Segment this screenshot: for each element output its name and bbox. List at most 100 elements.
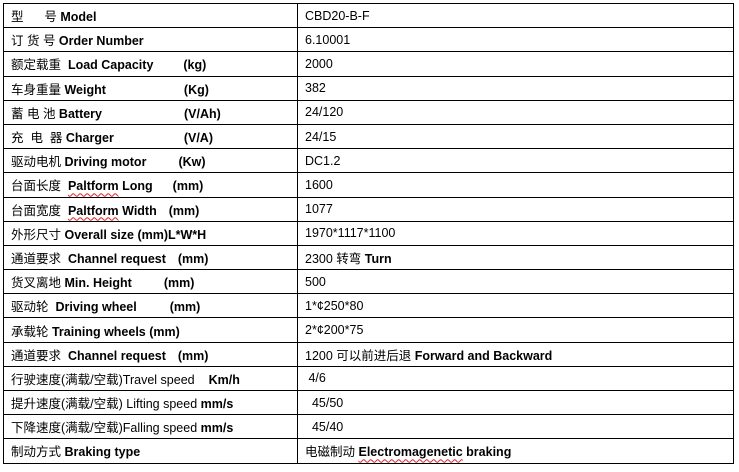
spec-label-segment: Overall size (mm)L*W*H xyxy=(64,227,207,242)
spec-value: 1077 xyxy=(297,196,734,222)
spec-value-segment: 45/50 xyxy=(305,395,344,410)
spec-label-segment: (mm) xyxy=(172,179,204,194)
spec-label-segment: (mm) xyxy=(168,203,200,218)
spec-label-segment: Width xyxy=(118,203,157,218)
spec-label-segment: 承载轮 xyxy=(11,324,52,339)
spec-value: 45/40 xyxy=(297,414,734,440)
spec-label-segment: 通道要求 xyxy=(11,251,68,266)
spec-label-segment: (mm) xyxy=(163,276,195,291)
spec-value-segment: 24/120 xyxy=(305,105,344,120)
spec-value-segment: 2*¢200*75 xyxy=(305,323,364,338)
spec-value: 1200 可以前进后退 Forward and Backward xyxy=(297,341,734,367)
spec-value-segment: 6.10001 xyxy=(305,32,351,47)
spec-label-segment: Training wheels (mm) xyxy=(51,324,180,339)
spec-value-segment: braking xyxy=(462,445,512,460)
spec-value: 1*¢250*80 xyxy=(297,293,734,319)
spec-label-segment: Min. Height xyxy=(64,276,132,291)
spec-label-segment: 型 号 xyxy=(11,10,61,25)
spec-label-segment: mm/s xyxy=(200,397,234,412)
spec-value-segment: 382 xyxy=(305,81,326,96)
spec-label: 车身重量 Weight (Kg) xyxy=(3,75,298,101)
spec-label: 充 电 器 Charger (V/A) xyxy=(3,123,298,150)
spec-value: 500 xyxy=(297,269,734,295)
spec-row: 额定载重 Load Capacity (kg) 2000 xyxy=(3,51,734,77)
spec-row: 下降速度(满载/空载)Falling speed mm/s 45/40 xyxy=(3,414,734,440)
spec-row: 提升速度(满载/空载) Lifting speed mm/s 45/50 xyxy=(3,389,734,416)
spec-row: 驱动电机 Driving motor (Kw) DC1.2 xyxy=(3,148,734,174)
spec-value-segment: 2000 xyxy=(305,56,333,71)
spec-label-segment: Channel request xyxy=(67,348,166,363)
spec-label: 蓄 电 池 Battery (V/Ah) xyxy=(3,99,298,125)
spec-row: 型 号 Model CBD20-B-F xyxy=(3,2,734,29)
spec-value: 1970*1117*1100 xyxy=(297,220,734,246)
spec-label: 订 货 号 Order Number xyxy=(3,27,298,53)
spec-value-segment: 1600 xyxy=(305,177,333,192)
spec-value-segment: 2300 转弯 xyxy=(305,251,365,266)
spec-value-segment: DC1.2 xyxy=(305,153,341,168)
spec-label: 额定载重 Load Capacity (kg) xyxy=(3,51,298,77)
spec-value: 4/6 xyxy=(297,365,734,392)
spec-row: 承载轮 Training wheels (mm) 2*¢200*75 xyxy=(3,317,734,343)
spec-value-segment: Turn xyxy=(364,251,392,266)
spec-label-segment: (Kw) xyxy=(178,155,206,170)
spec-row: 通道要求 Channel request (mm) 2300 转弯 Turn xyxy=(3,244,734,271)
spec-row: 蓄 电 池 Battery (V/Ah) 24/120 xyxy=(3,99,734,125)
spec-value: 电磁制动 Electromagenetic braking xyxy=(297,438,734,464)
spec-value: 2*¢200*75 xyxy=(297,317,734,343)
spec-label-segment: Paltform xyxy=(67,179,119,194)
spec-label: 货叉离地 Min. Height (mm) xyxy=(3,269,298,295)
spec-value: DC1.2 xyxy=(297,148,734,174)
spec-label-segment: Channel request xyxy=(67,251,166,266)
spec-value: 382 xyxy=(297,75,734,101)
spec-label-segment: Load Capacity xyxy=(67,58,154,73)
spec-row: 行驶速度(满载/空载)Travel speed Km/h 4/6 xyxy=(3,365,734,392)
spec-row: 充 电 器 Charger (V/A) 24/15 xyxy=(3,123,734,150)
spec-label: 下降速度(满载/空载)Falling speed mm/s xyxy=(3,414,298,440)
spec-label-segment: 通道要求 xyxy=(11,348,68,363)
spec-label-segment: (mm) xyxy=(169,300,201,315)
spec-value: 2000 xyxy=(297,51,734,77)
spec-label: 承载轮 Training wheels (mm) xyxy=(3,317,298,343)
spec-label-segment: Model xyxy=(60,10,97,25)
spec-label-segment: Km/h xyxy=(208,372,240,387)
spec-label-segment: Driving motor xyxy=(64,155,147,170)
spec-label: 台面宽度 Paltform Width (mm) xyxy=(3,196,298,222)
spec-label: 型 号 Model xyxy=(3,2,298,29)
spec-label-segment: 驱动电机 xyxy=(11,155,65,170)
spec-label-segment: 提升速度(满载/空载) Lifting speed xyxy=(11,397,201,412)
spec-label-segment: 车身重量 xyxy=(11,82,65,97)
spec-row: 货叉离地 Min. Height (mm) 500 xyxy=(3,269,734,295)
spec-label-segment: Battery xyxy=(58,106,102,121)
spec-label: 台面长度 Paltform Long (mm) xyxy=(3,172,298,198)
spec-value-segment: Forward and Backward xyxy=(414,348,553,363)
spec-label-segment: 台面宽度 xyxy=(11,203,68,218)
spec-row: 台面长度 Paltform Long (mm) 1600 xyxy=(3,172,734,198)
spec-label: 驱动电机 Driving motor (Kw) xyxy=(3,148,298,174)
spec-label: 提升速度(满载/空载) Lifting speed mm/s xyxy=(3,389,298,416)
spec-value: 24/15 xyxy=(297,123,734,150)
spec-label-segment: Driving wheel xyxy=(55,300,137,315)
spec-value: 45/50 xyxy=(297,389,734,416)
spec-label-segment: 订 货 号 xyxy=(11,34,59,49)
spec-label-segment: (Kg) xyxy=(183,82,209,97)
spec-value: 1600 xyxy=(297,172,734,198)
spec-value-segment: Electromagenetic xyxy=(358,445,463,460)
spec-label-segment: 货叉离地 xyxy=(11,276,65,291)
spec-value-segment: 1*¢250*80 xyxy=(305,298,364,313)
spec-label-segment: (V/Ah) xyxy=(184,106,221,121)
spec-label-segment: 额定载重 xyxy=(11,58,68,73)
spec-label: 制动方式 Braking type xyxy=(3,438,298,464)
spec-label-segment: Order Number xyxy=(58,34,144,49)
spec-label: 通道要求 Channel request (mm) xyxy=(3,341,298,367)
spec-label-segment: (V/A) xyxy=(183,131,213,146)
spec-value-segment: 45/40 xyxy=(305,419,344,434)
spec-row: 台面宽度 Paltform Width (mm) 1077 xyxy=(3,196,734,222)
spec-label-segment: 台面长度 xyxy=(11,179,68,194)
spec-row: 驱动轮 Driving wheel (mm) 1*¢250*80 xyxy=(3,293,734,319)
spec-label-segment: 制动方式 xyxy=(11,445,65,460)
spec-label-segment: Long xyxy=(118,179,153,194)
spec-label-segment: 外形尺寸 xyxy=(11,227,65,242)
spec-label-segment: Weight xyxy=(64,82,106,97)
spec-label-segment: (mm) xyxy=(177,251,209,266)
spec-value-segment: 电磁制动 xyxy=(305,445,359,460)
